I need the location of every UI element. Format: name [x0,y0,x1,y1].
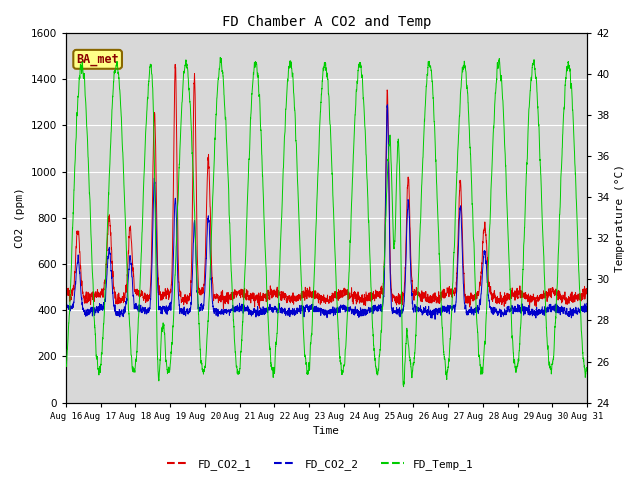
Text: BA_met: BA_met [76,53,119,66]
Title: FD Chamber A CO2 and Temp: FD Chamber A CO2 and Temp [222,15,431,29]
Y-axis label: Temperature (°C): Temperature (°C) [615,164,625,272]
X-axis label: Time: Time [313,426,340,436]
Y-axis label: CO2 (ppm): CO2 (ppm) [15,187,25,248]
Legend: FD_CO2_1, FD_CO2_2, FD_Temp_1: FD_CO2_1, FD_CO2_2, FD_Temp_1 [163,455,477,474]
